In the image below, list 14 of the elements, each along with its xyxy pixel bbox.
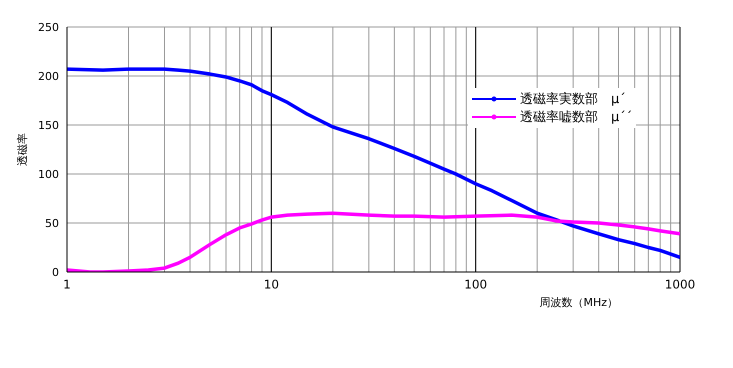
x-tick-label: 100 bbox=[464, 278, 488, 292]
x-tick-label: 1000 bbox=[664, 278, 696, 292]
y-tick-label: 200 bbox=[38, 70, 59, 83]
y-axis-title: 透磁率 bbox=[16, 133, 29, 166]
y-tick-label: 0 bbox=[52, 266, 59, 279]
y-tick-label: 150 bbox=[38, 118, 59, 132]
y-tick-label: 100 bbox=[38, 168, 59, 181]
legend-label: 透磁率実数部 μ´ bbox=[520, 91, 626, 108]
x-tick-label: 1 bbox=[63, 278, 71, 292]
y-tick-label: 50 bbox=[45, 216, 59, 230]
legend-label: 透磁率嘘数部 μ´´ bbox=[520, 109, 632, 126]
y-tick-label: 250 bbox=[38, 20, 59, 34]
x-tick-label: 10 bbox=[264, 278, 279, 292]
x-axis-title: 周波数（MHz） bbox=[539, 296, 618, 309]
